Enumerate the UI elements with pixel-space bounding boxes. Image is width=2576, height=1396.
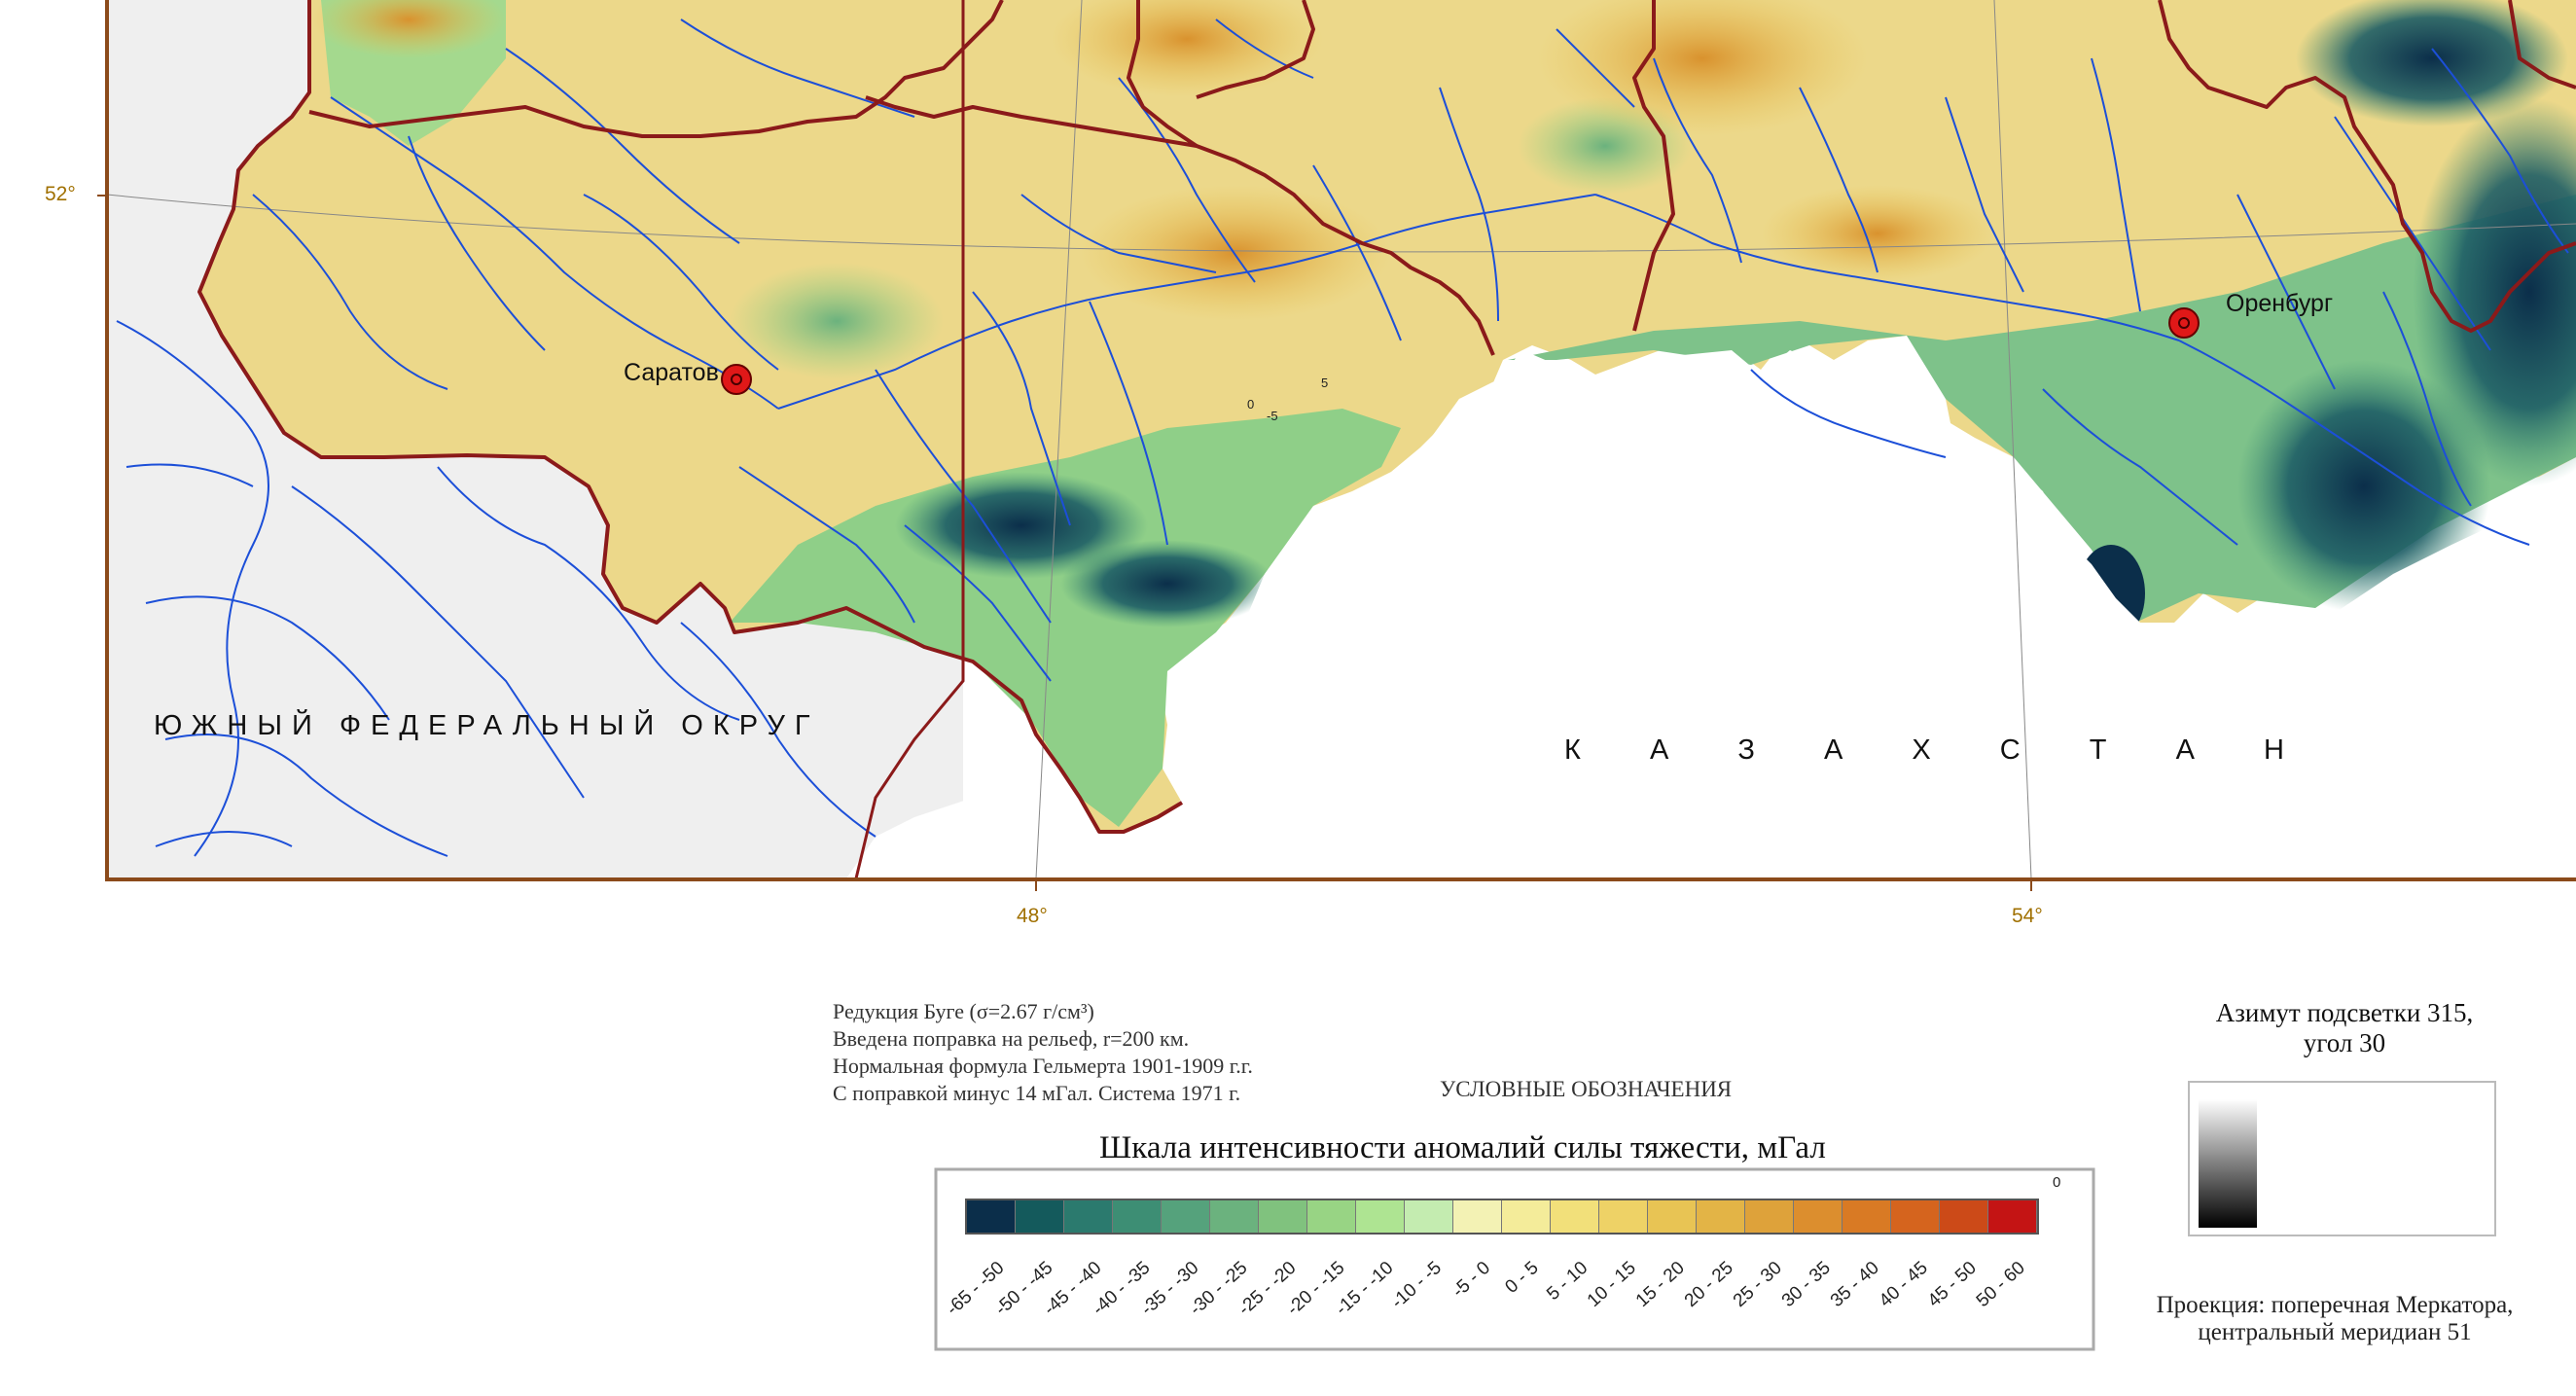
note-line-3: Нормальная формула Гельмерта 1901-1909 г… <box>833 1054 1253 1078</box>
kazakhstan-territory <box>846 350 2576 878</box>
hillshade-title-line2: угол 30 <box>2303 1028 2386 1057</box>
note-line-2: Введена поправка на рельеф, r=200 км. <box>833 1026 1190 1051</box>
kazakhstan-letter-8: А <box>2175 734 2195 766</box>
legend-title: Шкала интенсивности аномалий силы тяжест… <box>1099 1130 1826 1165</box>
parallel-52 <box>107 194 2576 253</box>
scale-swatch-7 <box>1259 1200 1307 1233</box>
kazakhstan-letter-5: Х <box>1912 734 1931 766</box>
hillshade-swatch <box>2199 1099 2257 1228</box>
scale-swatch-14 <box>1599 1200 1648 1233</box>
saratov-marker-dot <box>731 374 742 385</box>
orenburg-marker[interactable] <box>2168 307 2200 339</box>
scale-swatch-21 <box>1940 1200 1988 1233</box>
orenburg-label: Оренбург <box>2226 290 2334 317</box>
lat-52-label: 52° <box>45 183 76 205</box>
projection-note: Проекция: поперечная Меркатора, централь… <box>2111 1292 2558 1346</box>
scale-swatch-6 <box>1210 1200 1259 1233</box>
federal-district-border <box>854 0 965 878</box>
contour-label-5: 5 <box>1321 376 1329 390</box>
orenburg-marker-dot <box>2178 317 2190 329</box>
high-anomaly-2 <box>1537 0 1868 136</box>
gravity-color-scale <box>965 1199 2039 1235</box>
meridian-48 <box>1035 0 1083 878</box>
scale-swatch-17 <box>1745 1200 1794 1233</box>
scale-swatch-22 <box>1988 1200 2037 1233</box>
high-anomaly-3 <box>1051 0 1323 97</box>
scale-swatch-3 <box>1064 1200 1113 1233</box>
scale-swatch-12 <box>1502 1200 1551 1233</box>
scale-swatch-2 <box>1016 1200 1064 1233</box>
scale-swatch-18 <box>1794 1200 1843 1233</box>
scale-swatch-16 <box>1697 1200 1745 1233</box>
scale-swatch-13 <box>1551 1200 1599 1233</box>
low-anomaly-east <box>2237 360 2490 613</box>
scale-swatch-20 <box>1891 1200 1940 1233</box>
reduction-notes: Редукция Буге (σ=2.67 г/см³) Введена поп… <box>833 998 1253 1107</box>
scale-swatch-9 <box>1356 1200 1405 1233</box>
green-zone-south <box>730 409 1401 827</box>
hillshade-title-line1: Азимут подсветки 315, <box>2215 998 2474 1027</box>
kazakhstan-label: К А З А Х С Т А Н <box>1564 734 2284 767</box>
scale-swatch-4 <box>1113 1200 1162 1233</box>
high-anomaly-5 <box>311 0 506 58</box>
kazakhstan-letter-4: А <box>1823 734 1843 766</box>
south-district-label: ЮЖНЫЙ ФЕДЕРАЛЬНЫЙ ОКРУГ <box>154 710 820 741</box>
kazakhstan-letter-2: А <box>1649 734 1669 766</box>
meridian-54 <box>1993 0 2032 878</box>
kazakhstan-letter-3: З <box>1737 734 1755 766</box>
green-patch-center <box>730 263 944 379</box>
lon-54-label: 54° <box>2012 905 2043 927</box>
scale-swatch-1 <box>967 1200 1016 1233</box>
scale-swatch-10 <box>1405 1200 1453 1233</box>
region-boundaries <box>197 0 2576 834</box>
contour-label-minus5: -5 <box>1267 409 1278 423</box>
saratov-label: Саратов <box>624 359 719 386</box>
kazakhstan-letter-6: С <box>1999 734 2021 766</box>
kazakhstan-letter-9: Н <box>2263 734 2284 766</box>
low-anomaly-east-2 <box>2413 97 2576 486</box>
scale-swatch-8 <box>1307 1200 1356 1233</box>
river-network <box>116 18 2569 857</box>
scale-swatch-11 <box>1453 1200 1502 1233</box>
legend-panel <box>934 1167 2095 1351</box>
scale-swatch-19 <box>1843 1200 1891 1233</box>
low-anomaly-south <box>895 472 1148 579</box>
low-anomaly-ne <box>2296 0 2568 126</box>
contour-label-0: 0 <box>1247 397 1255 412</box>
high-anomaly-1 <box>1080 185 1391 321</box>
scale-swatch-15 <box>1648 1200 1697 1233</box>
note-line-4: С поправкой минус 14 мГал. Система 1971 … <box>833 1081 1241 1105</box>
high-anomaly-4 <box>1761 185 1994 282</box>
legend-zero-mark: 0 <box>2053 1174 2061 1191</box>
kazakhstan-letter-1: К <box>1564 734 1581 766</box>
scale-swatch-5 <box>1162 1200 1210 1233</box>
legend-heading: УСЛОВНЫЕ ОБОЗНАЧЕНИЯ <box>1440 1077 1733 1101</box>
hillshade-frame <box>2188 1081 2496 1236</box>
projection-line1: Проекция: поперечная Меркатора, <box>2156 1292 2514 1318</box>
kazakhstan-inner <box>1109 720 1265 878</box>
low-anomaly-south-2 <box>1060 540 1274 627</box>
hillshade-title: Азимут подсветки 315, угол 30 <box>2179 998 2510 1058</box>
lon-48-label: 48° <box>1017 905 1048 927</box>
projection-line2: центральный меридиан 51 <box>2198 1319 2472 1345</box>
note-line-1: Редукция Буге (σ=2.67 г/см³) <box>833 999 1094 1023</box>
saratov-marker[interactable] <box>721 364 752 395</box>
kazakhstan-letter-7: Т <box>2089 734 2107 766</box>
